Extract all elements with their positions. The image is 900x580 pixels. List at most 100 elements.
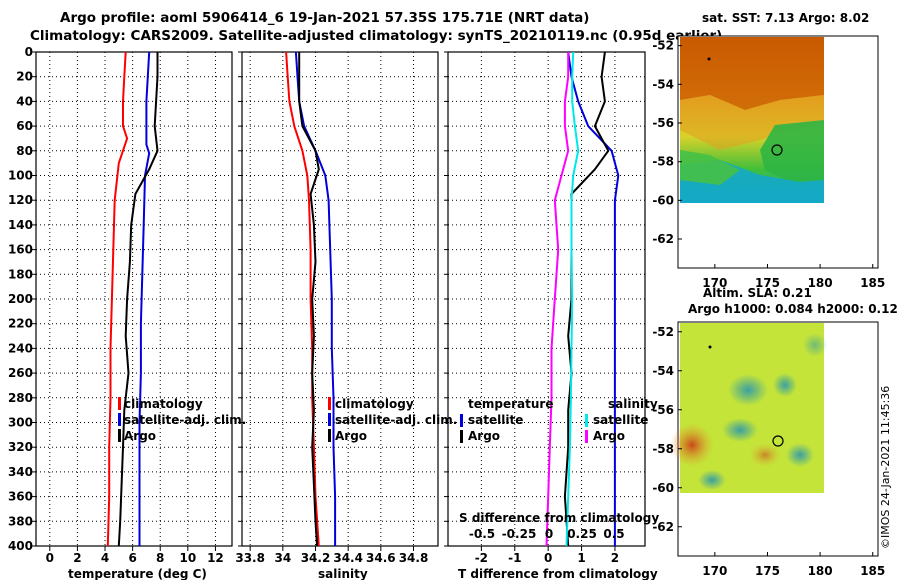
difference-xlabel: T difference from climatology <box>458 567 658 580</box>
s-difference-ticks: -0.5 -0.25 0 0.25 0.5 <box>469 527 625 541</box>
series-line-argo <box>298 52 320 547</box>
depth-tick-label: 380 <box>8 514 33 528</box>
legend-title-temperature: temperature <box>468 397 553 411</box>
x-tick-label: 34.2 <box>301 551 331 565</box>
sst-mid-patch <box>680 95 824 150</box>
depth-tick-label: 80 <box>16 144 33 158</box>
map-x-tick-label: 185 <box>860 564 885 578</box>
depth-tick-label: 260 <box>8 366 33 380</box>
sst-field <box>680 37 824 203</box>
depth-tick-label: 120 <box>8 193 33 207</box>
series-line-climatology <box>106 51 129 547</box>
legend-swatch-satellite <box>118 413 121 426</box>
s-top-tick-label: 0 <box>545 527 553 541</box>
depth-tick-label: 20 <box>16 70 33 84</box>
depth-tick-label: 340 <box>8 465 33 479</box>
depth-tick-label: 140 <box>8 218 33 232</box>
map-y-tick-label: -60 <box>652 481 674 495</box>
legend-swatch-argo <box>118 429 121 442</box>
legend-swatch-t-argo <box>460 430 463 443</box>
x-tick-label: 6 <box>128 551 136 565</box>
legend-title-salinity: salinity <box>608 397 658 411</box>
sla-map-title: Altim. SLA: 0.21 <box>703 286 812 300</box>
map-x-tick-label: 175 <box>755 276 780 290</box>
map-y-tick-label: -62 <box>652 520 674 534</box>
depth-tick-label: 400 <box>8 539 33 553</box>
sst-lowgreen-patch <box>680 150 740 185</box>
map-y-tick-label: -60 <box>652 193 674 207</box>
x-tick-label: 4 <box>101 551 109 565</box>
legend-label-t-satellite: satellite <box>468 413 523 427</box>
x-tick-label: 0 <box>544 551 552 565</box>
map-y-tick-label: -62 <box>652 232 674 246</box>
depth-tick-label: 40 <box>16 94 33 108</box>
map-x-tick-label: 180 <box>808 276 833 290</box>
map-y-tick-label: -54 <box>652 364 674 378</box>
map-y-tick-label: -56 <box>652 116 674 130</box>
depth-tick-label: 100 <box>8 169 33 183</box>
map-y-tick-label: -52 <box>652 39 674 53</box>
x-tick-label: 0 <box>46 551 54 565</box>
s-top-tick-label: -0.25 <box>502 527 537 541</box>
header-line1: Argo profile: aoml 5906414_6 19-Jan-2021… <box>60 10 589 26</box>
depth-tick-label: 180 <box>8 267 33 281</box>
map-x-tick-label: 175 <box>755 564 780 578</box>
legend-swatch-climatology <box>328 397 331 410</box>
x-tick-label: 10 <box>179 551 196 565</box>
depth-axis: 0 20 40 60 80 100 120 140 160 180 200 220 240 260 280 3… <box>8 45 33 553</box>
legend-swatch-s-argo <box>585 430 588 443</box>
map-y-tick-label: -56 <box>652 403 674 417</box>
salinity-legend: climatology satellite-adj. clim. Argo <box>328 397 457 443</box>
map-y-tick-label: -58 <box>652 155 674 169</box>
legend-label-climatology: climatology <box>124 397 203 411</box>
depth-tick-label: 220 <box>8 317 33 331</box>
sla-blob <box>698 470 726 490</box>
gridlines <box>36 52 645 546</box>
legend-swatch-climatology <box>118 397 121 410</box>
x-tick-label: 2 <box>611 551 619 565</box>
x-tick-label: 34.8 <box>399 551 429 565</box>
sla-blob <box>773 373 797 397</box>
depth-tick-label: 280 <box>8 391 33 405</box>
x-tick-label: 12 <box>207 551 224 565</box>
series-line-t-satellite <box>567 51 620 546</box>
axis-ticks: 0 2 4 6 8 10 12 33.8 34 34.2 34.4 34.6 34.8 -2 -1 0 1 2 <box>32 51 619 565</box>
salinity-xlabel: salinity <box>318 567 368 580</box>
legend-swatch-argo <box>328 429 331 442</box>
timestamp-footer: ©IMOS 24-Jan-2021 11:45:36 <box>879 386 892 549</box>
series-line-satellite-adj-clim- <box>138 51 151 546</box>
map-x-tick-label: 180 <box>808 564 833 578</box>
series-line-climatology <box>285 51 320 547</box>
s-difference-label: S difference from climatology <box>459 511 659 525</box>
sla-blob <box>786 443 814 467</box>
salinity-panel <box>241 51 439 547</box>
temperature-panel <box>35 51 233 547</box>
series-line-s-satellite <box>565 51 580 547</box>
sla-field-band <box>680 323 824 493</box>
legend-label-s-argo: Argo <box>593 429 625 443</box>
legend-label-satellite: satellite-adj. clim. <box>124 413 246 427</box>
sst-map: -52 -54 -56 -58 -60 -62 170 175 180 185 <box>652 35 885 290</box>
difference-legend-salinity: salinity satellite Argo <box>585 397 658 443</box>
s-top-tick-label: 0.25 <box>567 527 597 541</box>
x-tick-label: 34.6 <box>366 551 396 565</box>
x-tick-label: 8 <box>156 551 164 565</box>
difference-legend-temperature: temperature satellite Argo <box>460 397 553 443</box>
legend-label-t-argo: Argo <box>468 429 500 443</box>
depth-tick-label: 240 <box>8 341 33 355</box>
map-y-tick-label: -54 <box>652 77 674 91</box>
sla-float-marker <box>772 435 784 447</box>
profile-series <box>106 51 620 547</box>
series-line-s-argo <box>545 52 570 547</box>
sla-map: -52 -54 -56 -58 -60 -62 170 175 180 185 <box>652 321 885 578</box>
x-tick-label: -2 <box>475 551 488 565</box>
legend-label-climatology: climatology <box>335 397 414 411</box>
legend-label-s-satellite: satellite <box>593 413 648 427</box>
sst-float-marker <box>771 144 783 156</box>
x-tick-label: 1 <box>577 551 585 565</box>
sla-map-axes: -52 -54 -56 -58 -60 -62 170 175 180 185 <box>652 325 885 578</box>
header-line2: Climatology: CARS2009. Satellite-adjuste… <box>30 28 722 44</box>
sla-blob <box>803 333 827 357</box>
x-tick-label: 34 <box>274 551 291 565</box>
map-x-tick-label: 170 <box>702 564 727 578</box>
